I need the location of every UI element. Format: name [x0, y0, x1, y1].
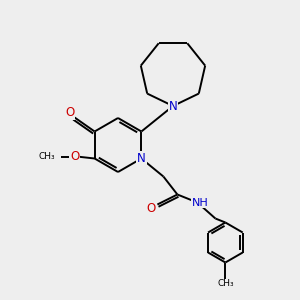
Text: CH₃: CH₃	[39, 152, 56, 161]
Text: O: O	[147, 202, 156, 215]
Text: CH₃: CH₃	[217, 279, 234, 288]
Text: O: O	[65, 106, 74, 119]
Text: N: N	[137, 152, 146, 165]
Text: O: O	[70, 150, 79, 163]
Text: NH: NH	[192, 197, 209, 208]
Text: N: N	[169, 100, 177, 112]
